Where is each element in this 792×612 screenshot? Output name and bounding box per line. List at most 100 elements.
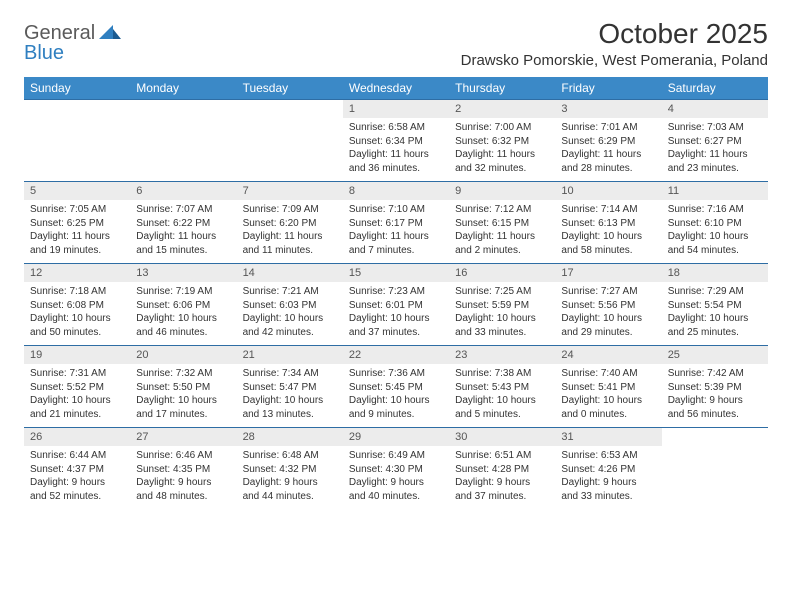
- day-content-cell: Sunrise: 6:48 AMSunset: 4:32 PMDaylight:…: [237, 446, 343, 509]
- cell-line: and 5 minutes.: [455, 408, 549, 422]
- day-number-cell: 26: [24, 428, 130, 447]
- cell-line: Sunset: 6:01 PM: [349, 299, 443, 313]
- cell-line: and 28 minutes.: [561, 162, 655, 176]
- day-number-cell: 25: [662, 346, 768, 365]
- month-title: October 2025: [461, 18, 768, 50]
- day-number-cell: 7: [237, 182, 343, 201]
- cell-line: Sunset: 6:25 PM: [30, 217, 124, 231]
- cell-line: Sunset: 4:26 PM: [561, 463, 655, 477]
- daynum-row: 19202122232425: [24, 346, 768, 365]
- content-row: Sunrise: 7:05 AMSunset: 6:25 PMDaylight:…: [24, 200, 768, 264]
- col-saturday: Saturday: [662, 77, 768, 100]
- day-number-cell: [130, 100, 236, 119]
- day-content-cell: Sunrise: 6:58 AMSunset: 6:34 PMDaylight:…: [343, 118, 449, 182]
- cell-line: Sunrise: 6:48 AM: [243, 449, 337, 463]
- cell-line: Sunset: 4:30 PM: [349, 463, 443, 477]
- cell-line: Daylight: 11 hours: [30, 230, 124, 244]
- cell-line: Daylight: 10 hours: [668, 312, 762, 326]
- day-content-cell: Sunrise: 7:14 AMSunset: 6:13 PMDaylight:…: [555, 200, 661, 264]
- day-content-cell: Sunrise: 7:27 AMSunset: 5:56 PMDaylight:…: [555, 282, 661, 346]
- day-number-cell: 30: [449, 428, 555, 447]
- cell-line: Sunrise: 6:53 AM: [561, 449, 655, 463]
- cell-line: Sunrise: 7:36 AM: [349, 367, 443, 381]
- col-wednesday: Wednesday: [343, 77, 449, 100]
- daynum-row: 567891011: [24, 182, 768, 201]
- day-number-cell: 19: [24, 346, 130, 365]
- cell-line: Sunset: 5:41 PM: [561, 381, 655, 395]
- cell-line: and 25 minutes.: [668, 326, 762, 340]
- day-number-cell: 12: [24, 264, 130, 283]
- cell-line: Sunrise: 7:19 AM: [136, 285, 230, 299]
- cell-line: Daylight: 10 hours: [349, 394, 443, 408]
- cell-line: Sunrise: 7:31 AM: [30, 367, 124, 381]
- cell-line: and 50 minutes.: [30, 326, 124, 340]
- day-content-cell: Sunrise: 7:00 AMSunset: 6:32 PMDaylight:…: [449, 118, 555, 182]
- day-content-cell: Sunrise: 7:38 AMSunset: 5:43 PMDaylight:…: [449, 364, 555, 428]
- day-content-cell: Sunrise: 7:18 AMSunset: 6:08 PMDaylight:…: [24, 282, 130, 346]
- cell-line: Daylight: 10 hours: [349, 312, 443, 326]
- col-tuesday: Tuesday: [237, 77, 343, 100]
- day-content-cell: Sunrise: 7:07 AMSunset: 6:22 PMDaylight:…: [130, 200, 236, 264]
- cell-line: Daylight: 10 hours: [561, 394, 655, 408]
- cell-line: and 2 minutes.: [455, 244, 549, 258]
- daynum-row: 12131415161718: [24, 264, 768, 283]
- day-content-cell: Sunrise: 6:49 AMSunset: 4:30 PMDaylight:…: [343, 446, 449, 509]
- cell-line: Sunset: 5:47 PM: [243, 381, 337, 395]
- cell-line: Daylight: 10 hours: [30, 394, 124, 408]
- cell-line: and 56 minutes.: [668, 408, 762, 422]
- cell-line: Sunrise: 6:51 AM: [455, 449, 549, 463]
- cell-line: Sunrise: 7:27 AM: [561, 285, 655, 299]
- cell-line: Daylight: 10 hours: [455, 312, 549, 326]
- cell-line: Daylight: 11 hours: [455, 230, 549, 244]
- content-row: Sunrise: 7:31 AMSunset: 5:52 PMDaylight:…: [24, 364, 768, 428]
- cell-line: and 40 minutes.: [349, 490, 443, 504]
- cell-line: and 13 minutes.: [243, 408, 337, 422]
- day-number-cell: [237, 100, 343, 119]
- cell-line: and 33 minutes.: [561, 490, 655, 504]
- day-content-cell: Sunrise: 6:51 AMSunset: 4:28 PMDaylight:…: [449, 446, 555, 509]
- cell-line: Sunrise: 6:58 AM: [349, 121, 443, 135]
- cell-line: and 7 minutes.: [349, 244, 443, 258]
- cell-line: Sunrise: 7:42 AM: [668, 367, 762, 381]
- day-number-cell: 20: [130, 346, 236, 365]
- day-content-cell: [662, 446, 768, 509]
- location: Drawsko Pomorskie, West Pomerania, Polan…: [461, 52, 768, 69]
- day-content-cell: Sunrise: 7:34 AMSunset: 5:47 PMDaylight:…: [237, 364, 343, 428]
- cell-line: Sunset: 4:35 PM: [136, 463, 230, 477]
- day-number-cell: 13: [130, 264, 236, 283]
- day-content-cell: [24, 118, 130, 182]
- cell-line: Daylight: 10 hours: [243, 312, 337, 326]
- cell-line: and 42 minutes.: [243, 326, 337, 340]
- cell-line: Sunrise: 7:12 AM: [455, 203, 549, 217]
- day-content-cell: Sunrise: 6:53 AMSunset: 4:26 PMDaylight:…: [555, 446, 661, 509]
- logo: General: [24, 18, 123, 45]
- day-content-cell: Sunrise: 6:46 AMSunset: 4:35 PMDaylight:…: [130, 446, 236, 509]
- cell-line: and 32 minutes.: [455, 162, 549, 176]
- day-number-cell: 11: [662, 182, 768, 201]
- col-monday: Monday: [130, 77, 236, 100]
- day-number-cell: 10: [555, 182, 661, 201]
- cell-line: Daylight: 11 hours: [455, 148, 549, 162]
- cell-line: and 54 minutes.: [668, 244, 762, 258]
- cell-line: Sunrise: 7:14 AM: [561, 203, 655, 217]
- col-friday: Friday: [555, 77, 661, 100]
- cell-line: Daylight: 11 hours: [349, 148, 443, 162]
- day-content-cell: Sunrise: 7:42 AMSunset: 5:39 PMDaylight:…: [662, 364, 768, 428]
- day-number-cell: [662, 428, 768, 447]
- cell-line: Daylight: 9 hours: [30, 476, 124, 490]
- day-content-cell: Sunrise: 7:32 AMSunset: 5:50 PMDaylight:…: [130, 364, 236, 428]
- cell-line: Sunrise: 7:16 AM: [668, 203, 762, 217]
- cell-line: Sunrise: 7:00 AM: [455, 121, 549, 135]
- day-number-cell: 17: [555, 264, 661, 283]
- cell-line: Sunset: 4:37 PM: [30, 463, 124, 477]
- day-content-cell: Sunrise: 7:29 AMSunset: 5:54 PMDaylight:…: [662, 282, 768, 346]
- cell-line: Sunset: 6:20 PM: [243, 217, 337, 231]
- cell-line: Sunset: 6:15 PM: [455, 217, 549, 231]
- cell-line: and 0 minutes.: [561, 408, 655, 422]
- cell-line: Daylight: 11 hours: [668, 148, 762, 162]
- cell-line: Daylight: 10 hours: [30, 312, 124, 326]
- cell-line: Sunset: 5:45 PM: [349, 381, 443, 395]
- day-content-cell: [130, 118, 236, 182]
- cell-line: and 48 minutes.: [136, 490, 230, 504]
- cell-line: Sunset: 6:34 PM: [349, 135, 443, 149]
